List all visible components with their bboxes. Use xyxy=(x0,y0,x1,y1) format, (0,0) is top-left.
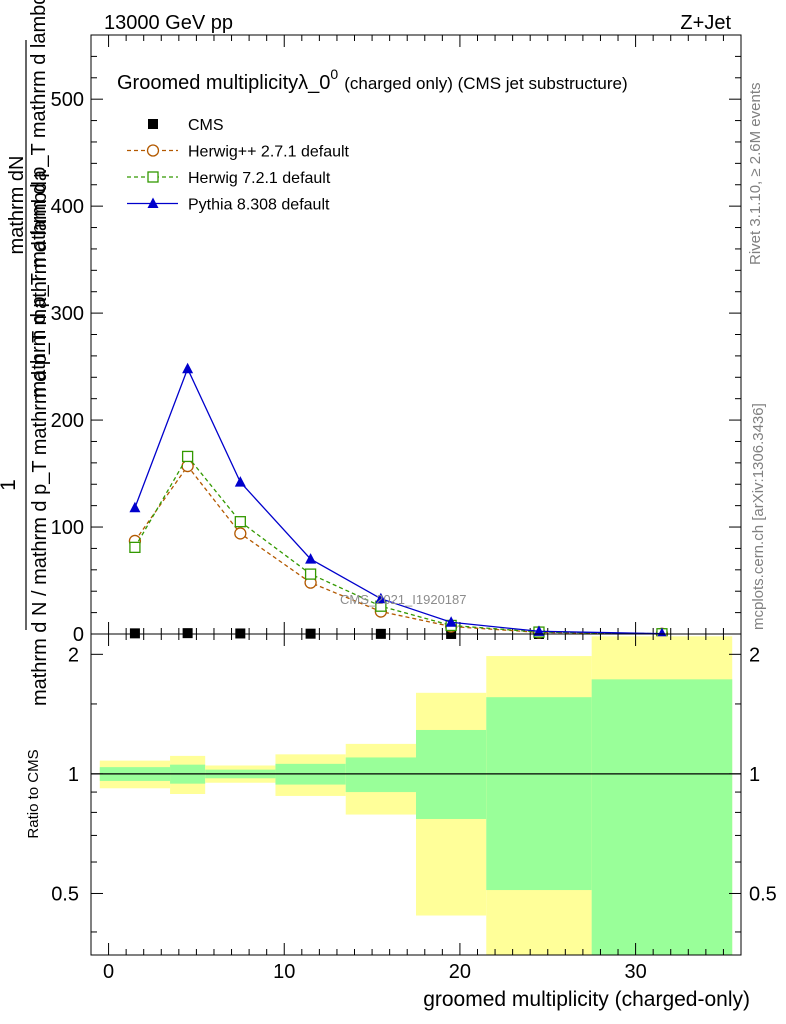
ratio-y-tick-label-right: 2 xyxy=(749,644,760,666)
data-point xyxy=(304,568,317,580)
ratio-y-tick-label: 2 xyxy=(68,644,79,666)
legend-marker xyxy=(148,119,158,129)
main-y-axis-label: 1 mathrm dN mathrm d p_T mathrm d p_T ma… xyxy=(0,0,51,706)
series-line xyxy=(134,455,662,635)
ratio-y-tick-label: 1 xyxy=(68,764,79,786)
legend-marker xyxy=(147,197,159,208)
series-line xyxy=(134,367,662,635)
data-point xyxy=(234,476,246,487)
y-label-numerator: 1 xyxy=(0,479,20,491)
x-tick-label: 30 xyxy=(624,961,646,983)
rivet-label: Rivet 3.1.10, ≥ 2.6M events xyxy=(747,83,764,266)
x-axis-label: groomed multiplicity (charged-only) xyxy=(423,988,750,1011)
x-tick-label: 0 xyxy=(103,961,114,983)
legend-marker xyxy=(147,171,159,183)
y-label-denominator: mathrm d N / mathrm d p_T mathrm d p_T m… xyxy=(29,169,51,706)
main-y-ticks: 0 100 200 300 400 500 xyxy=(51,34,741,646)
series-1 xyxy=(128,459,669,640)
legend-entry: CMS xyxy=(148,117,224,134)
x-tick-label: 20 xyxy=(449,961,471,983)
ratio-y-tick-label-right: 0.5 xyxy=(749,883,777,905)
y-label-upper-1: mathrm dN xyxy=(6,156,28,255)
legend-marker xyxy=(146,144,160,157)
ratio-stat-band xyxy=(591,679,733,955)
legend-label: Herwig++ 2.7.1 default xyxy=(188,144,350,161)
ratio-stat-band xyxy=(345,757,416,793)
data-point xyxy=(445,616,457,627)
main-y-tick-label: 400 xyxy=(51,196,84,218)
data-point xyxy=(181,450,194,463)
main-y-tick-label: 200 xyxy=(51,410,84,432)
legend-entry: Pythia 8.308 default xyxy=(127,197,330,214)
ratio-y-tick-label-right: 1 xyxy=(749,764,760,786)
legend-label: Pythia 8.308 default xyxy=(188,197,330,214)
ratio-ticks: 0.5 0.51 12 20 10 20 30 xyxy=(51,634,777,983)
legend-label: CMS xyxy=(188,117,224,134)
data-point xyxy=(305,553,317,564)
data-point xyxy=(656,627,668,639)
data-point xyxy=(129,541,141,554)
data-point xyxy=(533,625,545,636)
plot-title-superscript: 0 xyxy=(330,66,338,82)
data-point xyxy=(234,527,247,540)
data-point xyxy=(235,628,246,639)
ratio-plot-frame xyxy=(90,633,742,956)
process-label: Z+Jet xyxy=(680,12,731,34)
data-point xyxy=(182,362,194,374)
legend-entry: Herwig++ 2.7.1 default xyxy=(127,144,350,161)
ratio-bands xyxy=(99,636,733,955)
series-3 xyxy=(129,362,668,639)
data-point xyxy=(129,501,141,513)
legend-label: Herwig 7.2.1 default xyxy=(188,170,331,187)
data-point xyxy=(375,592,387,604)
main-y-tick-label: 300 xyxy=(51,303,84,325)
series-2 xyxy=(129,450,668,640)
y-label-upper-2: mathrm d p_T mathrm d p_T mathrm d lambd… xyxy=(28,0,50,397)
main-y-tick-label: 500 xyxy=(51,89,84,111)
mcplots-label: mcplots.cern.ch [arXiv:1306.3436] xyxy=(750,403,767,630)
data-point xyxy=(182,628,193,639)
plot-title-rest: (charged only) (CMS jet substructure) xyxy=(344,74,627,93)
legend: CMS Herwig++ 2.7.1 default Herwig 7.2.1 de… xyxy=(127,117,350,214)
analysis-watermark: CMS_2021_I1920187 xyxy=(340,592,467,607)
ratio-y-label: Ratio to CMS xyxy=(25,749,42,838)
ratio-y-tick-label: 0.5 xyxy=(51,883,79,905)
data-point xyxy=(234,516,246,528)
ratio-stat-band xyxy=(486,697,592,891)
x-tick-label: 10 xyxy=(273,961,295,983)
series-line xyxy=(134,464,662,635)
main-y-tick-label: 100 xyxy=(51,517,84,539)
main-y-tick-label: 0 xyxy=(73,624,84,646)
plot-title: Groomed multiplicityλ_00 (charged only) (… xyxy=(117,66,628,94)
energy-label: 13000 GeV pp xyxy=(104,12,233,34)
plot-title-main: Groomed multiplicityλ_0 xyxy=(117,72,330,94)
data-point xyxy=(129,628,140,639)
legend-entry: Herwig 7.2.1 default xyxy=(127,170,331,187)
